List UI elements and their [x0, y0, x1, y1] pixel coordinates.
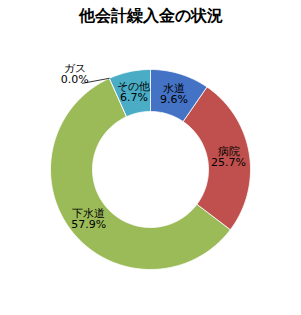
- svg-text:水道9.6%: 水道9.6%: [160, 82, 188, 106]
- svg-text:ガス0.0%: ガス0.0%: [61, 62, 89, 86]
- html-text:他会計繰入金の状況: 他会計繰入金の状況: [78, 6, 223, 25]
- svg-text:病院25.7%: 病院25.7%: [211, 145, 246, 169]
- svg-text:その他6.7%: その他6.7%: [117, 80, 150, 104]
- svg-text:下水道57.9%: 下水道57.9%: [71, 207, 106, 231]
